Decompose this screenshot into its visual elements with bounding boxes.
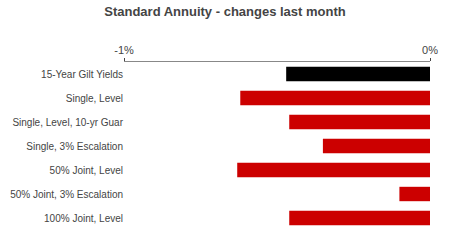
svg-text:Single, 3% Escalation: Single, 3% Escalation	[26, 141, 123, 152]
svg-text:0%: 0%	[422, 44, 438, 56]
svg-text:50% Joint, Level: 50% Joint, Level	[50, 165, 123, 176]
svg-text:Standard Annuity - changes las: Standard Annuity - changes last month	[104, 4, 346, 19]
svg-text:-1%: -1%	[114, 44, 134, 56]
svg-text:15-Year Gilt Yields: 15-Year Gilt Yields	[41, 69, 123, 80]
svg-text:Single, Level: Single, Level	[66, 93, 123, 104]
svg-text:100% Joint, Level: 100% Joint, Level	[44, 213, 123, 224]
svg-text:50% Joint, 3% Escalation: 50% Joint, 3% Escalation	[10, 189, 123, 200]
svg-text:Single, Level, 10-yr Guar: Single, Level, 10-yr Guar	[12, 117, 123, 128]
